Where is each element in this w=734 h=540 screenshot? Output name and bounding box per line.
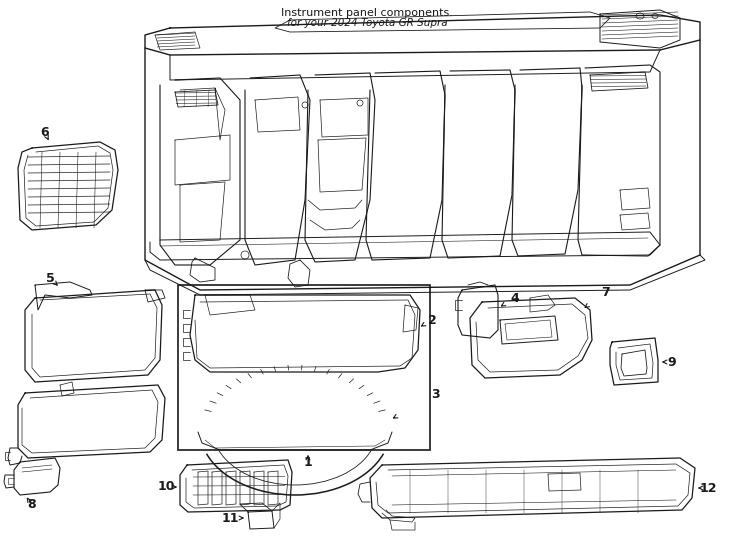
Text: 2: 2 (428, 314, 437, 327)
Text: 11: 11 (221, 511, 239, 524)
Text: 10: 10 (157, 481, 175, 494)
Text: 12: 12 (700, 482, 716, 495)
Text: Instrument panel components.: Instrument panel components. (281, 8, 453, 18)
Text: 8: 8 (28, 498, 36, 511)
Text: 1: 1 (304, 456, 313, 469)
Text: 9: 9 (668, 355, 676, 368)
Bar (178, 285, 430, 450)
Text: 6: 6 (40, 126, 49, 139)
Text: 5: 5 (46, 272, 54, 285)
Text: 4: 4 (511, 292, 520, 305)
Text: for your 2024 Toyota GR Supra: for your 2024 Toyota GR Supra (287, 18, 447, 28)
Text: 7: 7 (600, 286, 609, 299)
Text: 3: 3 (431, 388, 440, 402)
